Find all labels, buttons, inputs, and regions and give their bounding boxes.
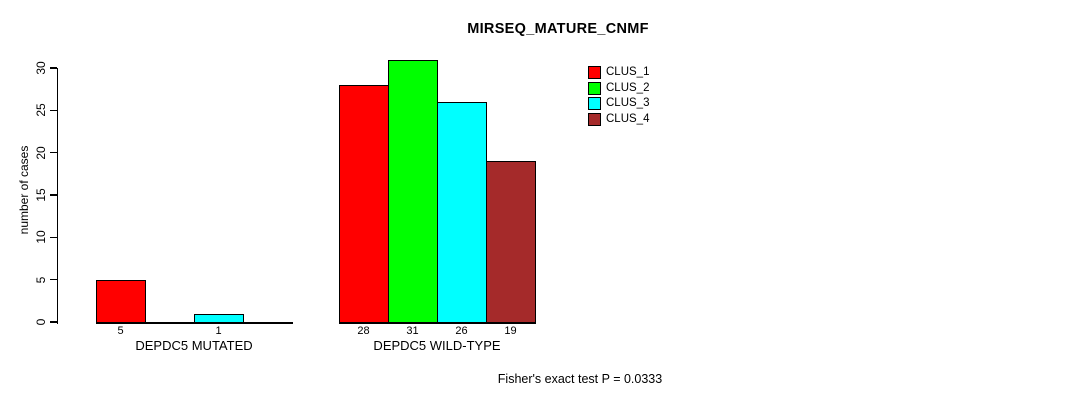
legend-swatch — [588, 81, 601, 95]
y-tick-label: 20 — [34, 145, 48, 160]
y-tick-mark — [49, 236, 57, 239]
y-tick-mark — [49, 321, 57, 323]
legend-item: CLUS_2 — [588, 81, 650, 95]
bar-value-label: 28 — [357, 325, 370, 337]
bar-value-label: 26 — [455, 325, 468, 337]
y-tick-mark — [49, 278, 57, 281]
legend-swatch — [588, 66, 601, 79]
legend-label: CLUS_1 — [606, 66, 650, 78]
y-tick-mark — [49, 67, 57, 69]
bar-clus_2 — [388, 59, 438, 323]
bar-value-label: 31 — [406, 325, 419, 337]
y-tick-label: 10 — [34, 230, 48, 245]
legend-label: CLUS_4 — [606, 112, 650, 125]
y-tick-label: 25 — [34, 103, 48, 118]
legend-swatch — [588, 112, 601, 126]
bar-clus_1 — [339, 84, 389, 323]
y-axis-label: number of cases — [17, 145, 31, 235]
group-label: DEPDC5 MUTATED — [135, 338, 253, 353]
legend-item: CLUS_3 — [588, 97, 650, 111]
y-tick-mark — [49, 109, 57, 112]
legend-item: CLUS_4 — [588, 112, 650, 126]
bar-value-label: 1 — [215, 325, 222, 337]
bar-value-label: 19 — [504, 325, 517, 337]
bar-clus_1 — [96, 279, 146, 323]
y-tick-label: 0 — [34, 318, 48, 326]
legend-label: CLUS_2 — [606, 81, 650, 94]
y-tick-mark — [49, 194, 57, 196]
group-label: DEPDC5 WILD-TYPE — [373, 338, 501, 353]
legend-swatch — [588, 97, 601, 111]
y-tick-label: 5 — [34, 276, 48, 283]
chart-title: MIRSEQ_MATURE_CNMF — [467, 21, 649, 37]
legend-label: CLUS_3 — [606, 97, 650, 110]
bar-clus_3 — [437, 101, 487, 323]
bar-clus_3 — [194, 313, 244, 323]
bar-value-label: 5 — [117, 325, 124, 337]
legend-item: CLUS_1 — [588, 66, 649, 79]
y-axis-line — [56, 68, 58, 324]
y-tick-mark — [49, 151, 57, 154]
bar-clus_4 — [486, 161, 536, 323]
y-tick-label: 30 — [34, 61, 48, 75]
legend: CLUS_1 CLUS_2 CLUS_3 CLUS_4 — [588, 66, 649, 128]
fisher-test-annotation: Fisher's exact test P = 0.0333 — [497, 372, 663, 386]
y-tick-label: 15 — [34, 188, 48, 202]
